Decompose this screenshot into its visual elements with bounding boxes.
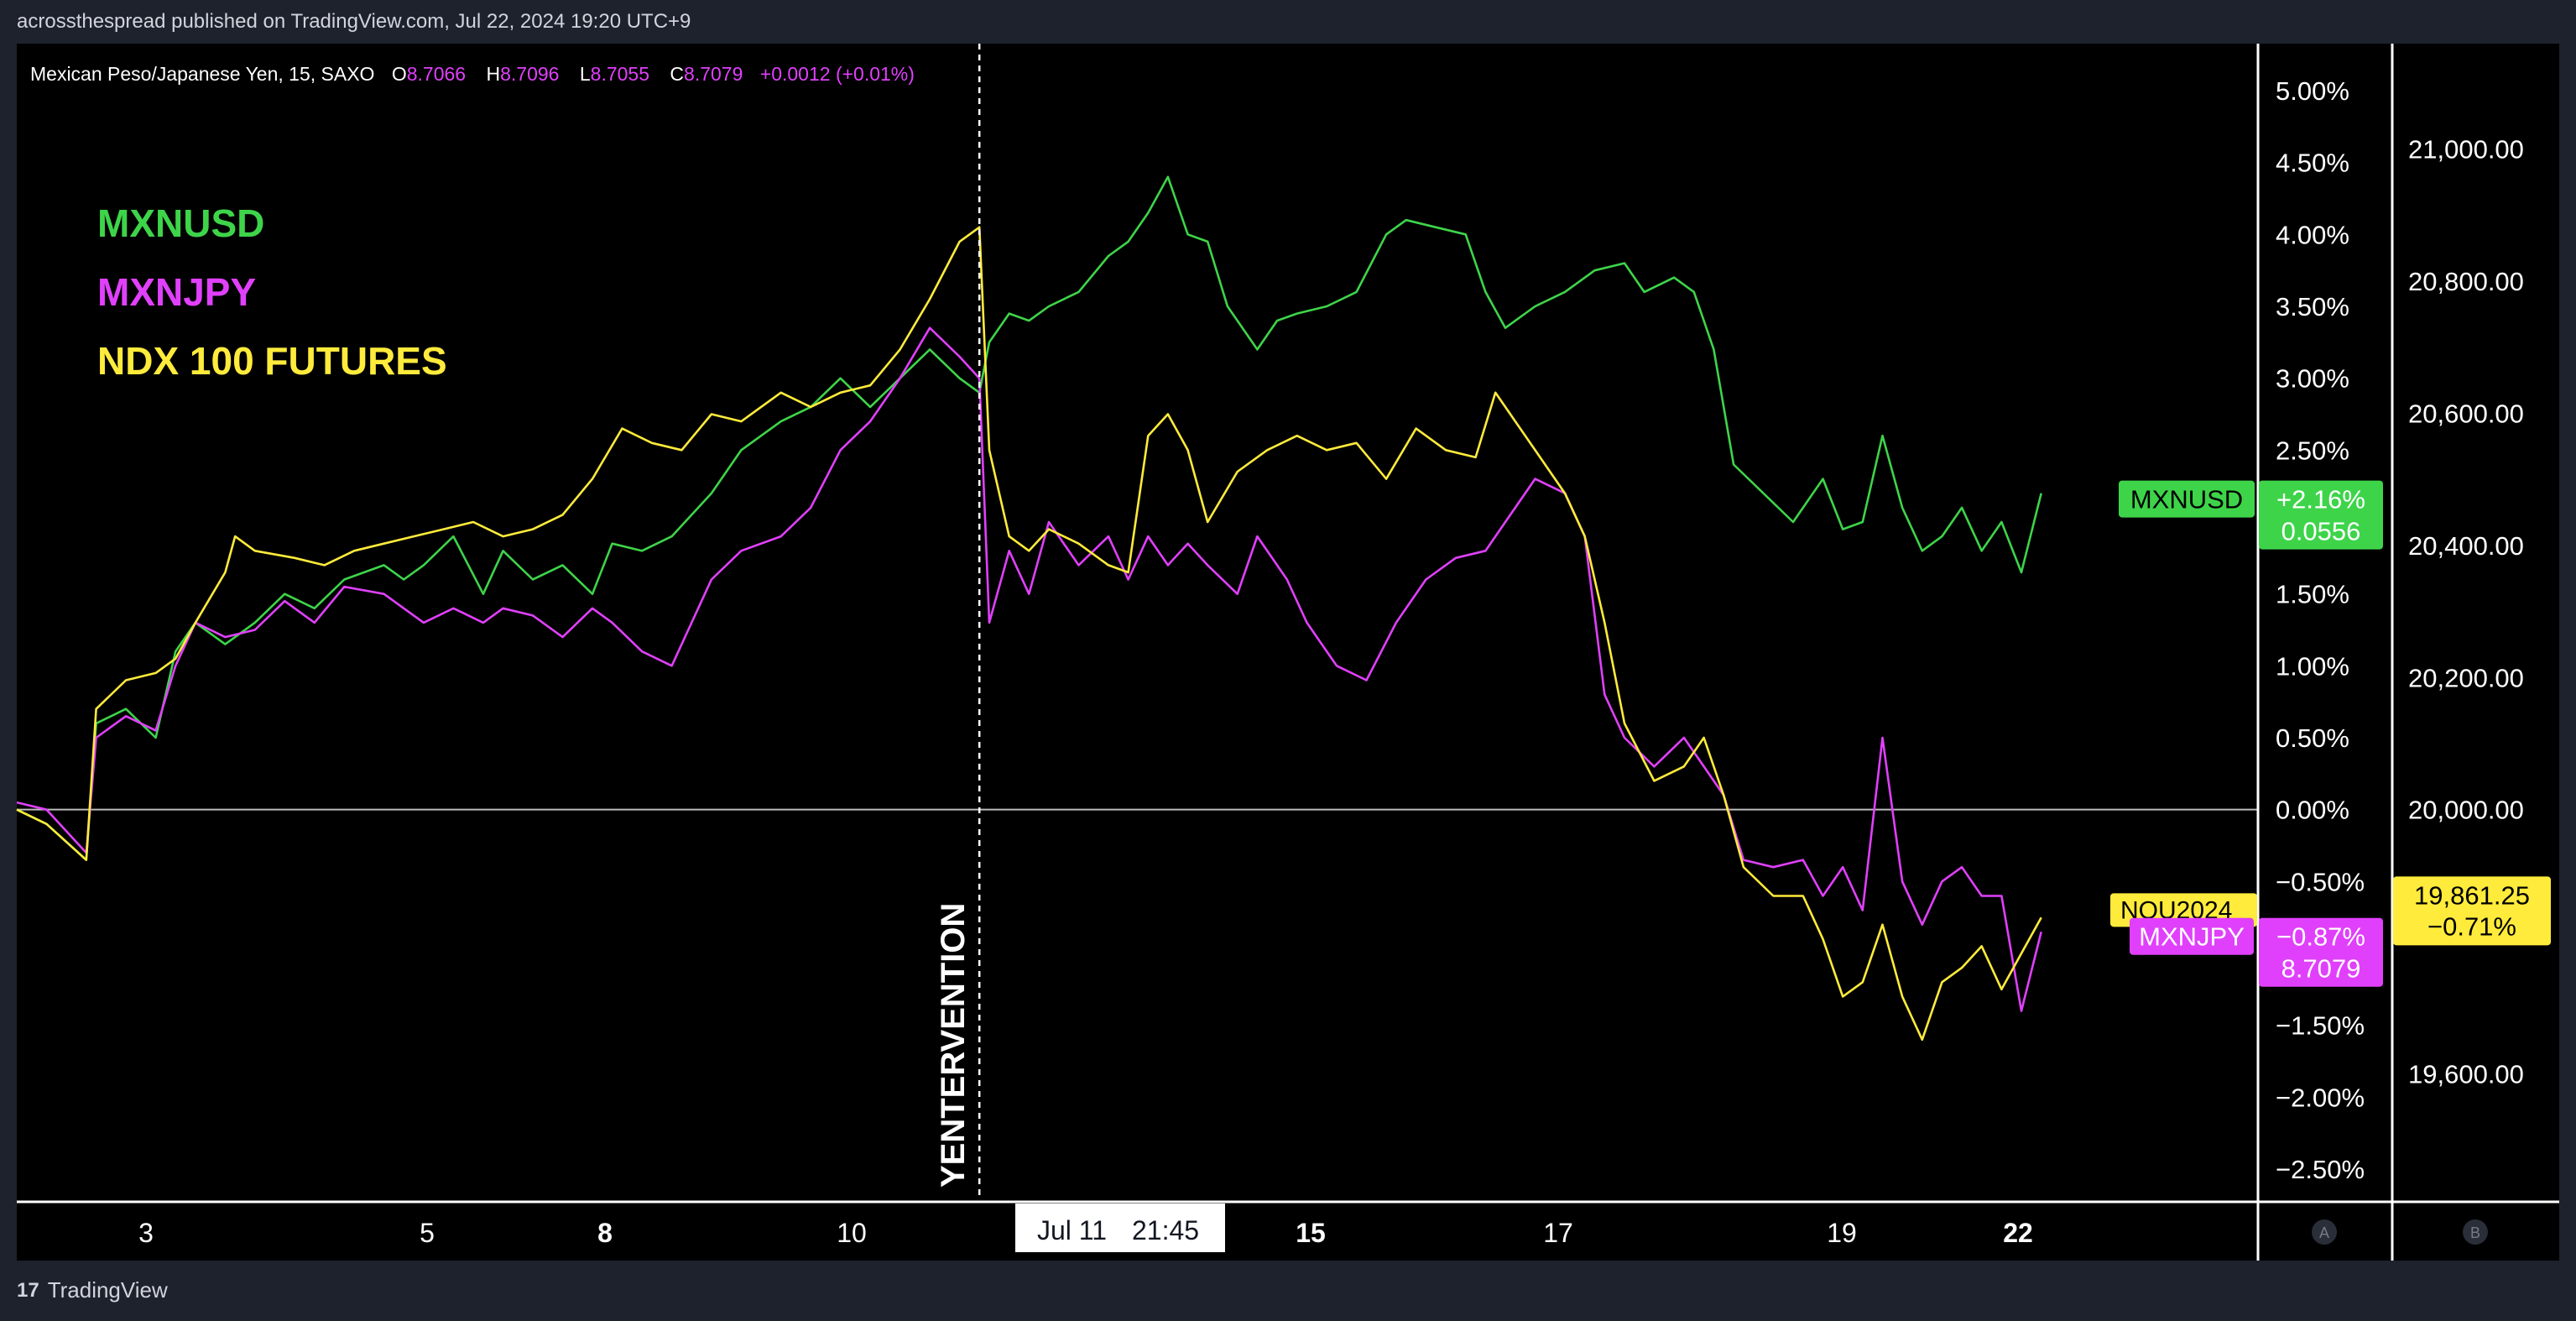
chart-panel[interactable] bbox=[17, 44, 2559, 1261]
series-line-ndx-100-futures bbox=[16, 226, 2042, 1042]
last-value-labels: MXNUSD +2.16%0.0556NQU202419,861.25−0.71%… bbox=[2110, 480, 2551, 987]
time-tick-label: 22 bbox=[2003, 1218, 2033, 1248]
tradingview-logo[interactable]: 17 TradingView bbox=[17, 1277, 168, 1303]
percent-tick-label: 1.00% bbox=[2276, 651, 2349, 681]
mxnusd-name-tag bbox=[2119, 480, 2255, 518]
legend-change: +0.0012 (+0.01%) bbox=[760, 63, 915, 85]
time-tick-label: 8 bbox=[597, 1218, 613, 1248]
ndx-value-tag bbox=[2393, 876, 2551, 946]
percent-tick-label: −1.50% bbox=[2276, 1011, 2365, 1041]
annotation-text: YENTERVENTION bbox=[935, 903, 972, 1188]
legend-l-label: L bbox=[580, 63, 591, 85]
price-tick-label: 20,000.00 bbox=[2408, 796, 2524, 825]
legend-low-value: 8.7055 bbox=[591, 63, 649, 85]
percent-tick-label: 0.50% bbox=[2276, 723, 2349, 753]
mxnjpy-change-text: −0.87% bbox=[2276, 922, 2365, 952]
cursor-date-label: Jul 11 bbox=[1037, 1215, 1107, 1245]
series-layer bbox=[16, 175, 2042, 1042]
top-bar: acrossthespread published on TradingView… bbox=[0, 0, 2576, 44]
mxnjpy-name-tag bbox=[2130, 917, 2254, 955]
legend-close-value: 8.7079 bbox=[684, 63, 743, 85]
legend-high-value: 8.7096 bbox=[500, 63, 559, 85]
price-tick-label: 19,600.00 bbox=[2408, 1059, 2524, 1089]
mxnusd-change-text: +2.16% bbox=[2276, 485, 2365, 514]
time-tick-label: 3 bbox=[138, 1218, 154, 1248]
price-tick-label: 20,600.00 bbox=[2408, 399, 2524, 428]
percent-tick-label: 1.50% bbox=[2276, 580, 2349, 609]
series-line-mxnjpy bbox=[16, 326, 2042, 1012]
legend-line: Mexican Peso/Japanese Yen, 15, SAXO O8.7… bbox=[30, 63, 915, 85]
percent-tick-label: 2.50% bbox=[2276, 436, 2349, 465]
axis-badge-b-label: B bbox=[2470, 1224, 2480, 1241]
legend-c-label: C bbox=[670, 63, 684, 85]
axis-badge-a-label: A bbox=[2319, 1224, 2329, 1241]
percent-tick-label: 3.00% bbox=[2276, 364, 2349, 394]
series-label-ndx: NDX 100 FUTURES bbox=[97, 339, 447, 383]
axis-badge-a[interactable] bbox=[2312, 1219, 2337, 1245]
time-axis[interactable]: 3 5 8 10 15 17 19 22 Jul 11 21:45 bbox=[138, 1204, 2033, 1252]
tradingview-logo-text: TradingView bbox=[47, 1277, 168, 1303]
time-tick-label: 10 bbox=[837, 1218, 867, 1248]
price-axis[interactable]: 21,000.00 20,800.00 20,600.00 20,400.00 20,2… bbox=[2408, 135, 2524, 1089]
price-tick-label: 20,400.00 bbox=[2408, 531, 2524, 561]
series-label-mxnusd: MXNUSD bbox=[97, 201, 264, 245]
publisher-line: acrossthespread published on TradingView… bbox=[17, 10, 691, 33]
price-tick-label: 20,200.00 bbox=[2408, 663, 2524, 692]
percent-axis[interactable]: 5.00%4.50%4.00%3.50%3.00%2.50%2.00%1.50%… bbox=[2276, 76, 2365, 1184]
ndx-price-text: 19,861.25 bbox=[2414, 880, 2530, 910]
legend-open-value: 8.7066 bbox=[407, 63, 466, 85]
percent-tick-label: −2.50% bbox=[2276, 1155, 2365, 1184]
legend-symbol: Mexican Peso/Japanese Yen, 15, SAXO bbox=[30, 63, 374, 85]
time-tick-label: 5 bbox=[420, 1218, 435, 1248]
percent-tick-label: −2.00% bbox=[2276, 1083, 2365, 1112]
percent-tick-label: 5.00% bbox=[2276, 76, 2349, 106]
series-label-mxnjpy: MXNJPY bbox=[97, 270, 256, 314]
time-tick-label: 15 bbox=[1296, 1218, 1326, 1248]
mxnusd-value-tag bbox=[2259, 480, 2383, 550]
axis-badge-b[interactable] bbox=[2463, 1219, 2488, 1245]
price-tick-label: 20,800.00 bbox=[2408, 267, 2524, 296]
percent-tick-label: 4.50% bbox=[2276, 149, 2349, 178]
percent-tick-label: 3.50% bbox=[2276, 292, 2349, 321]
percent-tick-label: 4.00% bbox=[2276, 220, 2349, 249]
ndx-change-text: −0.71% bbox=[2427, 911, 2516, 941]
mxnjpy-value-tag bbox=[2259, 917, 2383, 987]
time-tick-label: 19 bbox=[1827, 1218, 1857, 1248]
percent-tick-label: −0.50% bbox=[2276, 867, 2365, 896]
cursor-time-label: 21:45 bbox=[1132, 1215, 1199, 1245]
bottom-bar: 17 TradingView bbox=[0, 1261, 2576, 1321]
cursor-time-label-box bbox=[1015, 1204, 1225, 1252]
mxnusd-value-text: 0.0556 bbox=[2281, 517, 2361, 546]
price-tick-label: 21,000.00 bbox=[2408, 135, 2524, 164]
mxnjpy-name-tag-text: MXNJPY bbox=[2139, 922, 2245, 952]
tradingview-logo-icon: 17 bbox=[17, 1278, 39, 1302]
series-line-mxnusd bbox=[16, 175, 2042, 861]
mxnusd-name-tag-text: MXNUSD bbox=[2130, 485, 2243, 514]
time-tick-label: 17 bbox=[1543, 1218, 1573, 1248]
percent-tick-label: 0.00% bbox=[2276, 796, 2349, 825]
legend-h-label: H bbox=[486, 63, 500, 85]
legend-o-label: O bbox=[392, 63, 407, 85]
mxnjpy-value-text: 8.7079 bbox=[2281, 954, 2361, 984]
